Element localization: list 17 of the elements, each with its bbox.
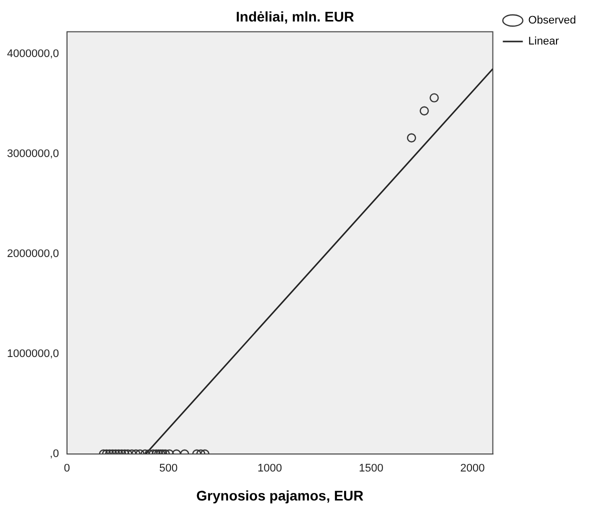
x-tick-label: 500: [159, 462, 178, 475]
y-tick-label: 1000000,0: [7, 348, 59, 360]
legend-label: Observed: [528, 14, 576, 27]
x-tick-label: 1000: [258, 462, 282, 475]
x-tick-label: 1500: [358, 462, 384, 475]
x-axis-title: Grynosios pajamos, EUR: [196, 487, 364, 504]
x-tick-label: 2000: [460, 462, 485, 475]
chart-title: Indėliai, mln. EUR: [236, 8, 354, 24]
point: [420, 106, 429, 116]
y-tick-label: 2000000,0: [7, 248, 59, 260]
y-tick-label: 3000000,0: [7, 148, 59, 160]
y-tick-label: ,0: [50, 448, 59, 460]
point: [406, 133, 416, 142]
x-tick-label: 0: [64, 462, 70, 475]
y-tick-label: 4000000,0: [7, 48, 59, 60]
legend-label: Linear: [528, 36, 560, 48]
point: [430, 93, 439, 102]
